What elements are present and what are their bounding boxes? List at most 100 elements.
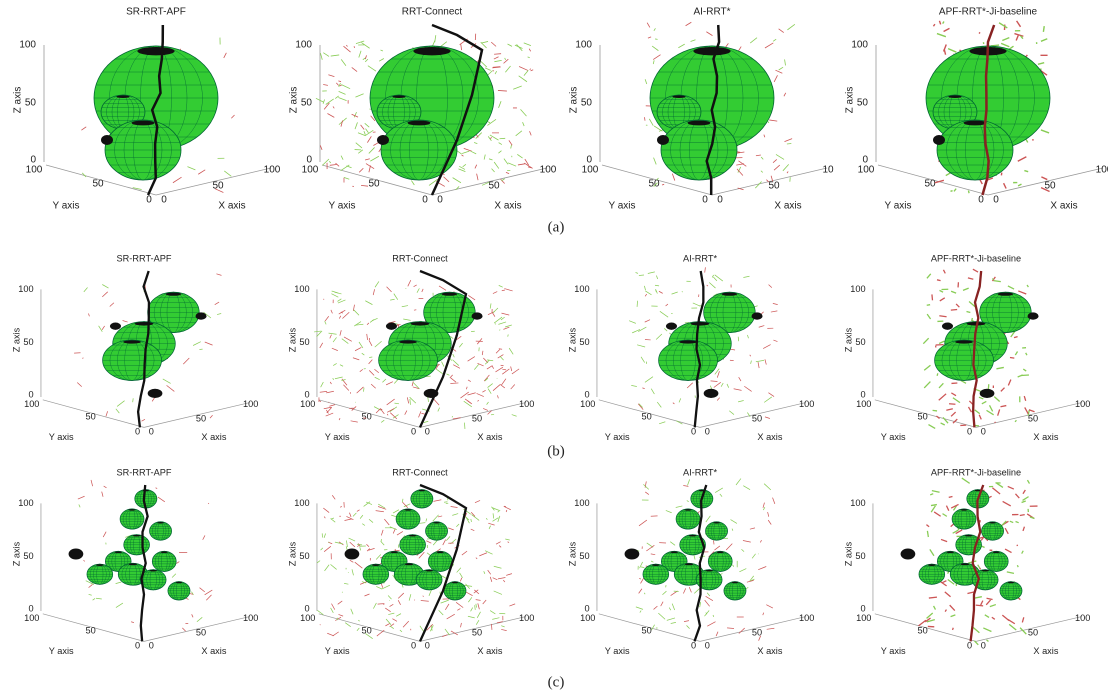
tree-branch bbox=[475, 132, 483, 139]
x-axis-label: X axis bbox=[757, 432, 782, 442]
tree-branch bbox=[216, 273, 222, 276]
tree-branch bbox=[932, 23, 936, 27]
z-tick-label: 0 bbox=[304, 390, 309, 400]
z-tick-label: 100 bbox=[294, 498, 309, 508]
y-tick-label: 0 bbox=[135, 426, 140, 436]
tree-branch bbox=[102, 284, 109, 289]
tree-branch bbox=[474, 605, 476, 610]
tree-branch bbox=[1027, 409, 1030, 416]
tree-branch bbox=[675, 505, 683, 508]
tree-branch bbox=[942, 416, 949, 424]
tree-branch bbox=[948, 403, 956, 405]
tree-branch bbox=[738, 376, 742, 382]
tree-branch bbox=[493, 565, 502, 569]
tree-branch bbox=[329, 381, 332, 385]
tree-branch bbox=[461, 550, 468, 556]
tree-branch bbox=[354, 561, 363, 569]
tree-branch bbox=[382, 378, 387, 383]
tree-branch bbox=[497, 90, 507, 92]
tree-branch bbox=[368, 359, 373, 365]
tree-branch bbox=[654, 284, 660, 287]
tree-branch bbox=[339, 330, 342, 336]
tree-branch bbox=[656, 275, 659, 280]
y-tick-label: 0 bbox=[702, 195, 708, 206]
tree-branch bbox=[942, 44, 947, 52]
tree-branch bbox=[991, 278, 994, 281]
tree-branch bbox=[361, 352, 365, 356]
tree-branch bbox=[407, 279, 412, 287]
tree-branch bbox=[681, 291, 683, 293]
tree-branch bbox=[358, 619, 360, 622]
tree-branch bbox=[462, 164, 467, 168]
tree-branch bbox=[336, 82, 339, 86]
x-tick-label: 50 bbox=[1028, 628, 1038, 638]
obstacle-dark bbox=[933, 135, 945, 145]
tree-branch bbox=[749, 37, 758, 44]
tree-branch bbox=[446, 373, 450, 376]
x-tick-label: 0 bbox=[981, 426, 986, 436]
tree-branch bbox=[736, 151, 745, 154]
y-axis-label: Y axis bbox=[328, 201, 355, 212]
tree-branch bbox=[942, 269, 946, 274]
tree-branch bbox=[644, 293, 648, 297]
tree-branch bbox=[986, 597, 993, 601]
sphere-cap bbox=[946, 551, 955, 554]
y-tick-label: 0 bbox=[411, 640, 416, 650]
tree-branch bbox=[960, 379, 967, 384]
tree-branch bbox=[713, 540, 715, 545]
tree-branch bbox=[506, 573, 513, 576]
tree-branch bbox=[967, 277, 974, 280]
plot-panel: RRT-Connect 0 50 100 Z axis 100 50 0 Y axis 0 50 10… bbox=[287, 467, 534, 655]
tree-branch bbox=[712, 614, 715, 618]
tree-branch bbox=[645, 491, 650, 495]
tree-branch bbox=[82, 357, 84, 359]
x-tick-label: 50 bbox=[768, 181, 780, 192]
tree-branch bbox=[479, 60, 488, 68]
tree-branch bbox=[955, 303, 960, 308]
tree-branch bbox=[643, 484, 650, 490]
tree-branch bbox=[351, 406, 357, 411]
tree-branch bbox=[366, 548, 371, 552]
tree-branch bbox=[360, 184, 369, 187]
tree-branch bbox=[751, 553, 756, 559]
tree-branch bbox=[470, 150, 477, 155]
tree-branch bbox=[1021, 550, 1024, 554]
tree-branch bbox=[192, 341, 201, 346]
tree-branch bbox=[505, 509, 508, 513]
tree-branch bbox=[370, 115, 376, 122]
tree-branch bbox=[940, 538, 948, 543]
obstacle-dark bbox=[68, 548, 84, 560]
tree-branch bbox=[983, 627, 992, 633]
z-tick-label: 50 bbox=[299, 337, 309, 347]
tree-branch bbox=[386, 398, 395, 406]
tree-branch bbox=[458, 342, 463, 348]
z-axis-label: Z axis bbox=[845, 87, 856, 114]
z-axis-label: Z axis bbox=[287, 327, 297, 352]
tree-branch bbox=[967, 591, 975, 595]
tree-branch bbox=[1007, 485, 1015, 490]
tree-branch bbox=[132, 398, 134, 403]
tree-branch bbox=[714, 274, 724, 282]
sphere-cap bbox=[371, 564, 380, 566]
tree-branch bbox=[676, 420, 683, 425]
tree-branch bbox=[758, 635, 761, 641]
sphere-cap bbox=[687, 120, 711, 126]
tree-branch bbox=[1040, 186, 1050, 193]
tree-branch bbox=[993, 396, 1001, 402]
tree-branch bbox=[214, 301, 220, 305]
tree-branch bbox=[772, 159, 778, 163]
tree-branch bbox=[338, 309, 346, 315]
tree-branch bbox=[380, 529, 384, 536]
x-tick-label: 100 bbox=[243, 399, 258, 409]
tree-branch bbox=[323, 406, 332, 410]
tree-branch bbox=[412, 382, 420, 389]
tree-branch bbox=[337, 299, 346, 304]
tree-branch bbox=[488, 158, 493, 161]
tree-branch bbox=[314, 330, 322, 333]
tree-branch bbox=[671, 291, 678, 295]
tree-branch bbox=[340, 120, 343, 127]
plot-panel: RRT-Connect 0 50 100 Z axis 100 50 0 Y axis 0 50 10… bbox=[287, 253, 534, 441]
tree-branch bbox=[432, 514, 439, 522]
sphere-cap bbox=[410, 322, 430, 326]
tree-branch bbox=[648, 118, 654, 126]
